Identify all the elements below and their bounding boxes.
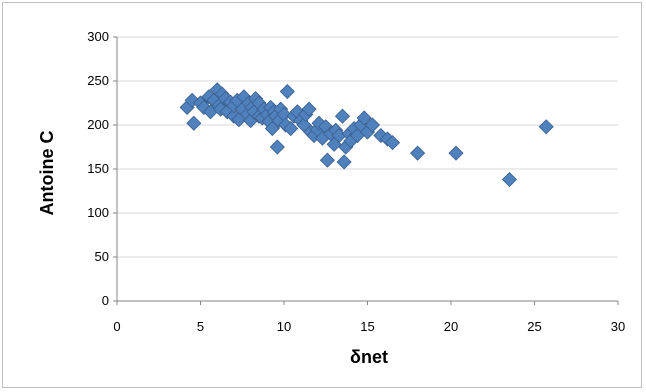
y-tick-label: 250: [87, 73, 109, 88]
x-tick-labels: 0 5 10 15 20 25 30: [113, 319, 625, 334]
data-point: [283, 120, 299, 137]
x-tick-label: 5: [197, 319, 204, 334]
data-point: [264, 120, 280, 137]
y-axis-title: Antoine C: [37, 131, 57, 216]
y-tick-label: 0: [102, 293, 109, 308]
data-point: [336, 154, 352, 170]
data-point: [186, 115, 202, 131]
y-tick-label: 150: [87, 161, 109, 176]
y-tick-label: 100: [87, 205, 109, 220]
axes: [113, 36, 619, 305]
data-point: [279, 83, 295, 100]
chart-frame: 0 50 100 150 200 250 300 0 5 10 15 20 25 30 δnet Ant…: [2, 2, 642, 388]
x-tick-label: 25: [527, 319, 541, 334]
x-tick-label: 30: [611, 319, 625, 334]
y-tick-label: 50: [95, 249, 109, 264]
x-tick-label: 0: [113, 319, 120, 334]
data-point: [334, 108, 351, 124]
data-point: [356, 110, 372, 126]
data-point: [364, 117, 381, 133]
data-points: [179, 82, 554, 188]
grid-lines: [117, 36, 618, 258]
data-point: [319, 152, 335, 168]
x-tick-label: 20: [444, 319, 458, 334]
data-point: [410, 145, 426, 161]
data-point: [301, 101, 317, 117]
y-tick-label: 300: [87, 29, 109, 44]
data-point: [384, 135, 401, 151]
x-tick-label: 15: [360, 319, 374, 334]
data-point: [538, 119, 554, 135]
data-point: [448, 145, 464, 161]
data-point: [269, 139, 285, 155]
y-tick-label: 200: [87, 117, 109, 132]
x-tick-label: 10: [277, 319, 291, 334]
y-tick-labels: 0 50 100 150 200 250 300: [87, 29, 109, 308]
x-axis-title: δnet: [350, 347, 388, 367]
scatter-chart: 0 50 100 150 200 250 300 0 5 10 15 20 25 30 δnet Ant…: [37, 29, 625, 367]
data-point: [501, 171, 518, 188]
